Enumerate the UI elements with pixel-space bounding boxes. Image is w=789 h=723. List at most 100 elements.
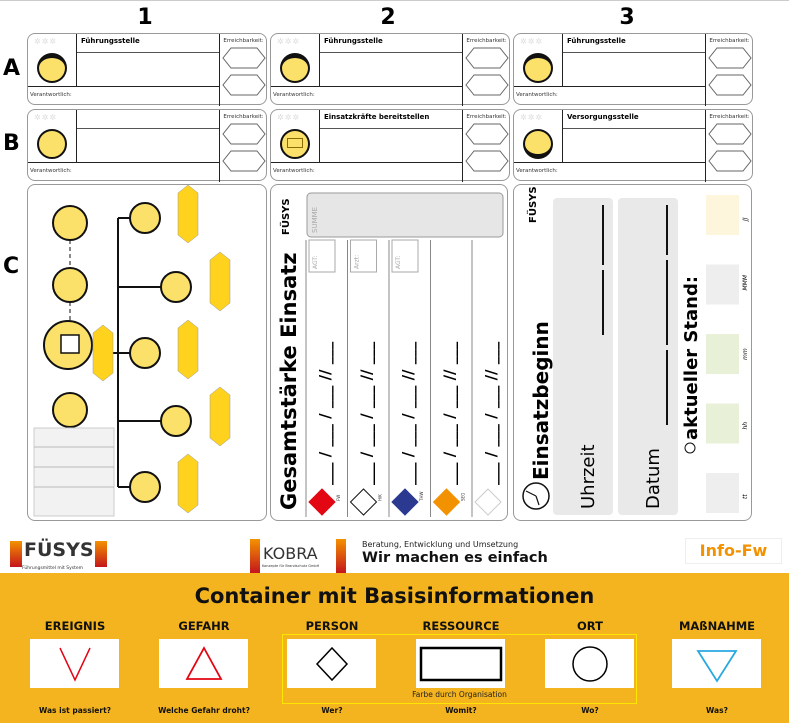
status-field-label: JJ [742, 217, 749, 222]
unit-symbol-icon [523, 129, 553, 159]
tagline-small: Beratung, Entwicklung und Umsetzung [362, 540, 519, 549]
card-title[interactable]: Führungsstelle [77, 34, 219, 53]
status-field[interactable] [706, 403, 739, 444]
info-fw-badge: Info-Fw [685, 538, 782, 564]
unit-symbol-icon [37, 53, 67, 83]
function-card[interactable]: ✲✲✲ Führungsstelle Verantwortlich: Errei… [513, 33, 753, 106]
rank-stars-icon: ✲✲✲ [34, 37, 58, 46]
status-field[interactable] [706, 195, 739, 235]
organisation-diamond-icon [349, 488, 378, 516]
function-card[interactable]: ✲✲✲ Verantwortlich: Erreichbarkeit: [27, 109, 267, 182]
rank-stars-icon: ✲✲✲ [520, 37, 544, 46]
status-field-label: hh [742, 422, 749, 430]
agt-label: Arzt: [354, 255, 361, 269]
organisation-label: HiK [378, 494, 383, 501]
total-strength-panel: Gesamtstärke Einsatz FÜSYS SUMME AGT: ___… [270, 184, 508, 521]
organisation-diamond-icon [391, 488, 419, 516]
open-v-icon [59, 647, 91, 682]
tagline-big: Wir machen es einfach [362, 550, 548, 566]
org-chart-diagram [33, 185, 231, 517]
status-field-label: tt [742, 494, 749, 499]
subunit-circle [129, 337, 161, 369]
rank-stars-icon: ✲✲✲ [277, 113, 301, 122]
date-field[interactable] [618, 198, 678, 515]
rank-stars-icon: ✲✲✲ [34, 113, 58, 122]
unit-symbol-icon [280, 129, 310, 159]
container-band [0, 573, 789, 723]
strength-entry-pattern[interactable]: ___ / ___ / ___ // ___ [358, 341, 376, 485]
organisation-label: THW [419, 492, 424, 502]
function-card[interactable]: ✲✲✲ Versorgungsstelle Verantwortlich: Er… [513, 109, 753, 182]
fuesys-subtitle: Führungsmittel mit System [22, 566, 84, 571]
time-label: Uhrzeit [578, 444, 599, 509]
container-title: Container mit Basisinformationen [194, 584, 595, 608]
responsible-label: Verantwortlich: [271, 86, 462, 106]
organisation-diamond-icon [474, 488, 502, 516]
organisation-group [282, 634, 637, 704]
unit-symbol-icon [280, 53, 310, 83]
organisation-label: SEG [461, 493, 466, 501]
responsible-label: Verantwortlich: [28, 86, 219, 106]
strength-entry-pattern[interactable]: ___ / ___ / ___ // ___ [482, 341, 500, 485]
strength-entry-pattern[interactable]: ___ / ___ / ___ // ___ [316, 341, 334, 485]
function-card[interactable]: ✲✲✲ Führungsstelle Verantwortlich: Errei… [27, 33, 267, 106]
organisation-diamond-icon [308, 488, 336, 516]
row-header-a: A [3, 56, 21, 81]
reachability-label: Erreichbarkeit: [709, 114, 750, 120]
status-field[interactable] [706, 473, 739, 513]
card-title[interactable]: Führungsstelle [320, 34, 462, 53]
category-label: RESSOURCE [422, 619, 500, 633]
card-title[interactable] [77, 110, 219, 129]
category-question: Womit? [445, 706, 477, 715]
strength-entry-pattern[interactable]: ___ / ___ / ___ // ___ [399, 341, 417, 485]
category-question: Was? [706, 706, 728, 715]
rank-stars-icon: ✲✲✲ [520, 113, 544, 122]
category-label: MAßNAHME [678, 619, 756, 633]
reachability-hexagons-icon[interactable] [221, 120, 267, 180]
card-title[interactable]: Einsatzkräfte bereitstellen [320, 110, 462, 129]
symbol-area: ✲✲✲ [28, 110, 76, 162]
fuesys-logo-small: FÜSYS [278, 198, 292, 235]
time-field[interactable] [553, 198, 613, 515]
category-label: PERSON [305, 619, 359, 633]
reachability-hexagons-icon[interactable] [707, 120, 753, 180]
reachability-hexagons-icon[interactable] [464, 44, 510, 104]
sum-placeholder: SUMME [311, 207, 319, 233]
triangle-symbol-box [159, 639, 248, 688]
strength-entry-pattern[interactable]: ___ / ___ / ___ // ___ [441, 341, 459, 485]
reachability-hexagons-icon[interactable] [464, 120, 510, 180]
status-field[interactable] [706, 264, 739, 305]
organisation-label: FW [336, 495, 341, 501]
status-field-label: MMM [742, 274, 749, 290]
subunit-circle [129, 471, 161, 503]
clock-small-icon [684, 442, 696, 454]
reachability-hexagons-icon[interactable] [707, 44, 753, 104]
agt-label: AGT: [395, 256, 402, 269]
inverted-triangle-symbol-box [672, 639, 761, 688]
card-title[interactable]: Führungsstelle [563, 34, 705, 53]
status-field[interactable] [706, 334, 739, 374]
rectangle-icon [419, 646, 503, 682]
date-label: Datum [643, 448, 664, 509]
column-header-1: 1 [137, 5, 153, 30]
card-title[interactable]: Versorgungsstelle [563, 110, 705, 129]
sum-field[interactable] [306, 192, 504, 238]
responsible-label: Verantwortlich: [514, 162, 705, 182]
category-question: Welche Gefahr droht? [158, 706, 250, 715]
fuesys-logo: FÜSYS Führungsmittel mit System [10, 539, 107, 579]
subunit-circle [129, 202, 161, 234]
reachability-hexagons-icon[interactable] [221, 44, 267, 104]
kobra-wordmark: KOBRA [263, 544, 318, 563]
agt-field[interactable] [308, 239, 336, 273]
agt-field[interactable] [391, 239, 419, 273]
unit-circle [52, 392, 88, 428]
category-label: ORT [577, 619, 603, 633]
symbol-area: ✲✲✲ [271, 34, 319, 86]
symbol-area: ✲✲✲ [28, 34, 76, 86]
category-question: Wer? [321, 706, 343, 715]
column-header-2: 2 [380, 5, 396, 30]
agt-field[interactable] [350, 239, 377, 273]
function-card[interactable]: ✲✲✲ Führungsstelle Verantwortlich: Errei… [270, 33, 510, 106]
function-card[interactable]: ✲✲✲ Einsatzkräfte bereitstellen Verantwo… [270, 109, 510, 182]
row-header-b: B [3, 131, 20, 156]
